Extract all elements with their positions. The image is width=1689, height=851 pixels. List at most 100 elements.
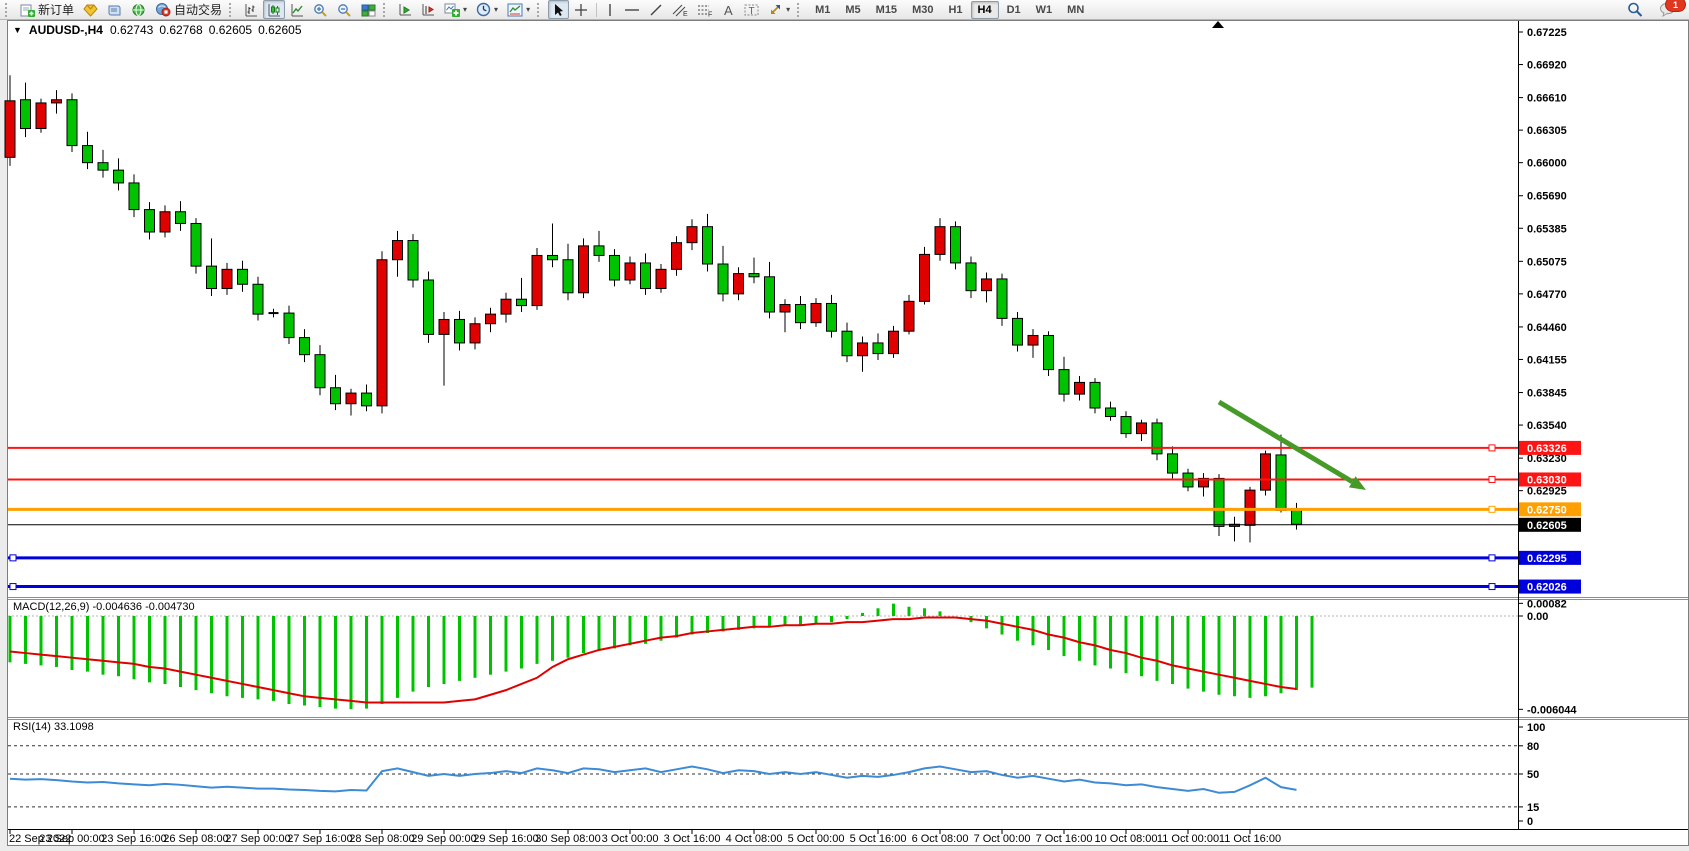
svg-text:3 Oct 16:00: 3 Oct 16:00 — [664, 833, 721, 845]
crosshair-button[interactable] — [570, 0, 592, 19]
quote-low: 0.62605 — [208, 23, 253, 37]
svg-text:80: 80 — [1527, 741, 1539, 753]
arrows-caret: ▾ — [786, 4, 791, 14]
new-order-icon — [20, 3, 35, 17]
search-button[interactable] — [1623, 0, 1647, 19]
zoom-out-icon — [337, 3, 352, 17]
svg-text:29 Sep 00:00: 29 Sep 00:00 — [411, 833, 476, 845]
timeframe-d1[interactable]: D1 — [1006, 3, 1021, 16]
search-icon — [1627, 2, 1643, 17]
trendline-icon — [649, 3, 663, 17]
macd-histogram — [8, 603, 1314, 710]
bar-chart-icon — [244, 3, 258, 17]
line-chart-button[interactable] — [286, 0, 308, 19]
clock-icon — [476, 2, 491, 17]
period-clock-button[interactable]: ▾ — [472, 0, 502, 19]
svg-text:10 Oct 08:00: 10 Oct 08:00 — [1095, 833, 1158, 845]
svg-text:0.64770: 0.64770 — [1527, 289, 1567, 301]
tile-windows-icon — [361, 3, 376, 17]
zoom-out-button[interactable] — [333, 0, 356, 19]
notification-badge: 1 — [1665, 0, 1686, 12]
tile-windows-button[interactable] — [357, 0, 380, 19]
price-line-label — [1519, 517, 1581, 532]
line-handle[interactable] — [1488, 505, 1496, 513]
timeframe-h1[interactable]: H1 — [948, 3, 963, 16]
price-line-label — [1519, 550, 1581, 565]
line-handle[interactable] — [9, 554, 17, 562]
svg-text:A: A — [724, 3, 733, 17]
timeframe-w1[interactable]: W1 — [1035, 3, 1053, 16]
chart-collapse-icon[interactable]: ▼ — [13, 25, 22, 35]
timeframe-h4[interactable]: H4 — [970, 0, 999, 19]
book-button[interactable] — [103, 0, 126, 19]
crosshair-icon — [574, 3, 588, 17]
new-chart-button[interactable]: ▾ — [440, 0, 471, 19]
timeframe-mn[interactable]: MN — [1067, 3, 1085, 16]
book-icon — [107, 3, 122, 17]
notifications-button[interactable]: 1 — [1655, 0, 1686, 19]
chart-shift-marker[interactable] — [1212, 21, 1224, 28]
trendline-button[interactable] — [645, 0, 667, 19]
trend-arrow[interactable] — [1217, 399, 1354, 484]
svg-text:0.62925: 0.62925 — [1527, 486, 1567, 498]
svg-text:26 Sep 08:00: 26 Sep 08:00 — [163, 833, 228, 845]
macd-signal-line — [9, 616, 1297, 704]
rsi-line — [9, 765, 1297, 794]
svg-text:0.66920: 0.66920 — [1527, 60, 1567, 72]
candlestick-chart-button[interactable] — [263, 0, 286, 19]
svg-text:23 Sep 16:00: 23 Sep 16:00 — [101, 833, 166, 845]
gem-button[interactable] — [79, 0, 102, 19]
timeframe-m30[interactable]: M30 — [912, 3, 934, 16]
svg-text:100: 100 — [1527, 722, 1545, 734]
chart-shift-icon — [421, 3, 435, 17]
svg-text:0.66305: 0.66305 — [1527, 125, 1567, 137]
globe-button[interactable] — [127, 0, 150, 19]
toolbar-grip — [797, 2, 803, 17]
line-handle[interactable] — [1488, 475, 1496, 483]
text-label-button[interactable]: T — [740, 0, 763, 19]
macd-indicator-label: MACD(12,26,9) -0.004636 -0.004730 — [13, 601, 195, 613]
quote-open: 0.62743 — [109, 23, 154, 37]
cursor-button[interactable] — [548, 0, 570, 19]
chart-symbol: AUDUSD-,H4 — [28, 23, 103, 37]
svg-text:0.63030: 0.63030 — [1527, 474, 1567, 486]
svg-text:29 Sep 16:00: 29 Sep 16:00 — [473, 833, 538, 845]
svg-text:E: E — [683, 11, 688, 17]
indicators-caret: ▾ — [526, 4, 531, 14]
svg-text:5 Oct 00:00: 5 Oct 00:00 — [788, 833, 845, 845]
svg-text:F: F — [708, 11, 712, 17]
arrows-icon — [768, 3, 783, 17]
price-line-label — [1519, 502, 1581, 517]
zoom-in-button[interactable] — [309, 0, 332, 19]
chart-shift-button[interactable] — [417, 0, 439, 19]
equidistant-channel-button[interactable]: E — [668, 0, 692, 19]
line-handle[interactable] — [1488, 583, 1496, 591]
text-button[interactable]: A — [718, 0, 739, 19]
fibonacci-button[interactable]: F — [693, 0, 717, 19]
svg-text:0.63845: 0.63845 — [1527, 388, 1567, 400]
auto-trading-button[interactable]: 自动交易 — [151, 0, 226, 19]
arrows-button[interactable]: ▾ — [764, 0, 794, 19]
line-handle[interactable] — [1488, 444, 1496, 452]
timeframe-m15[interactable]: M15 — [875, 3, 898, 16]
vertical-line-icon — [605, 3, 615, 17]
timeframe-m1[interactable]: M1 — [815, 3, 831, 16]
timeframe-m5[interactable]: M5 — [845, 3, 861, 16]
indicators-button[interactable]: ▾ — [503, 0, 534, 19]
bar-chart-button[interactable] — [240, 0, 262, 19]
line-handle[interactable] — [1488, 554, 1496, 562]
svg-text:11 Oct 16:00: 11 Oct 16:00 — [1219, 833, 1281, 845]
svg-text:27 Sep 00:00: 27 Sep 00:00 — [225, 833, 290, 845]
new-order-button[interactable]: 新订单 — [16, 0, 78, 19]
auto-scroll-button[interactable] — [394, 0, 416, 19]
line-handle[interactable] — [9, 583, 17, 591]
vertical-line-button[interactable] — [601, 0, 619, 19]
svg-text:0.62750: 0.62750 — [1527, 504, 1567, 516]
trend-arrow-head[interactable] — [1348, 476, 1366, 490]
chart-title-bar: ▼ AUDUSD-,H4 0.62743 0.62768 0.62605 0.6… — [13, 23, 302, 37]
price-line-label — [1519, 440, 1581, 455]
toolbar-grip — [229, 2, 235, 17]
svg-text:0.62605: 0.62605 — [1527, 520, 1567, 532]
horizontal-line-button[interactable] — [620, 0, 644, 19]
